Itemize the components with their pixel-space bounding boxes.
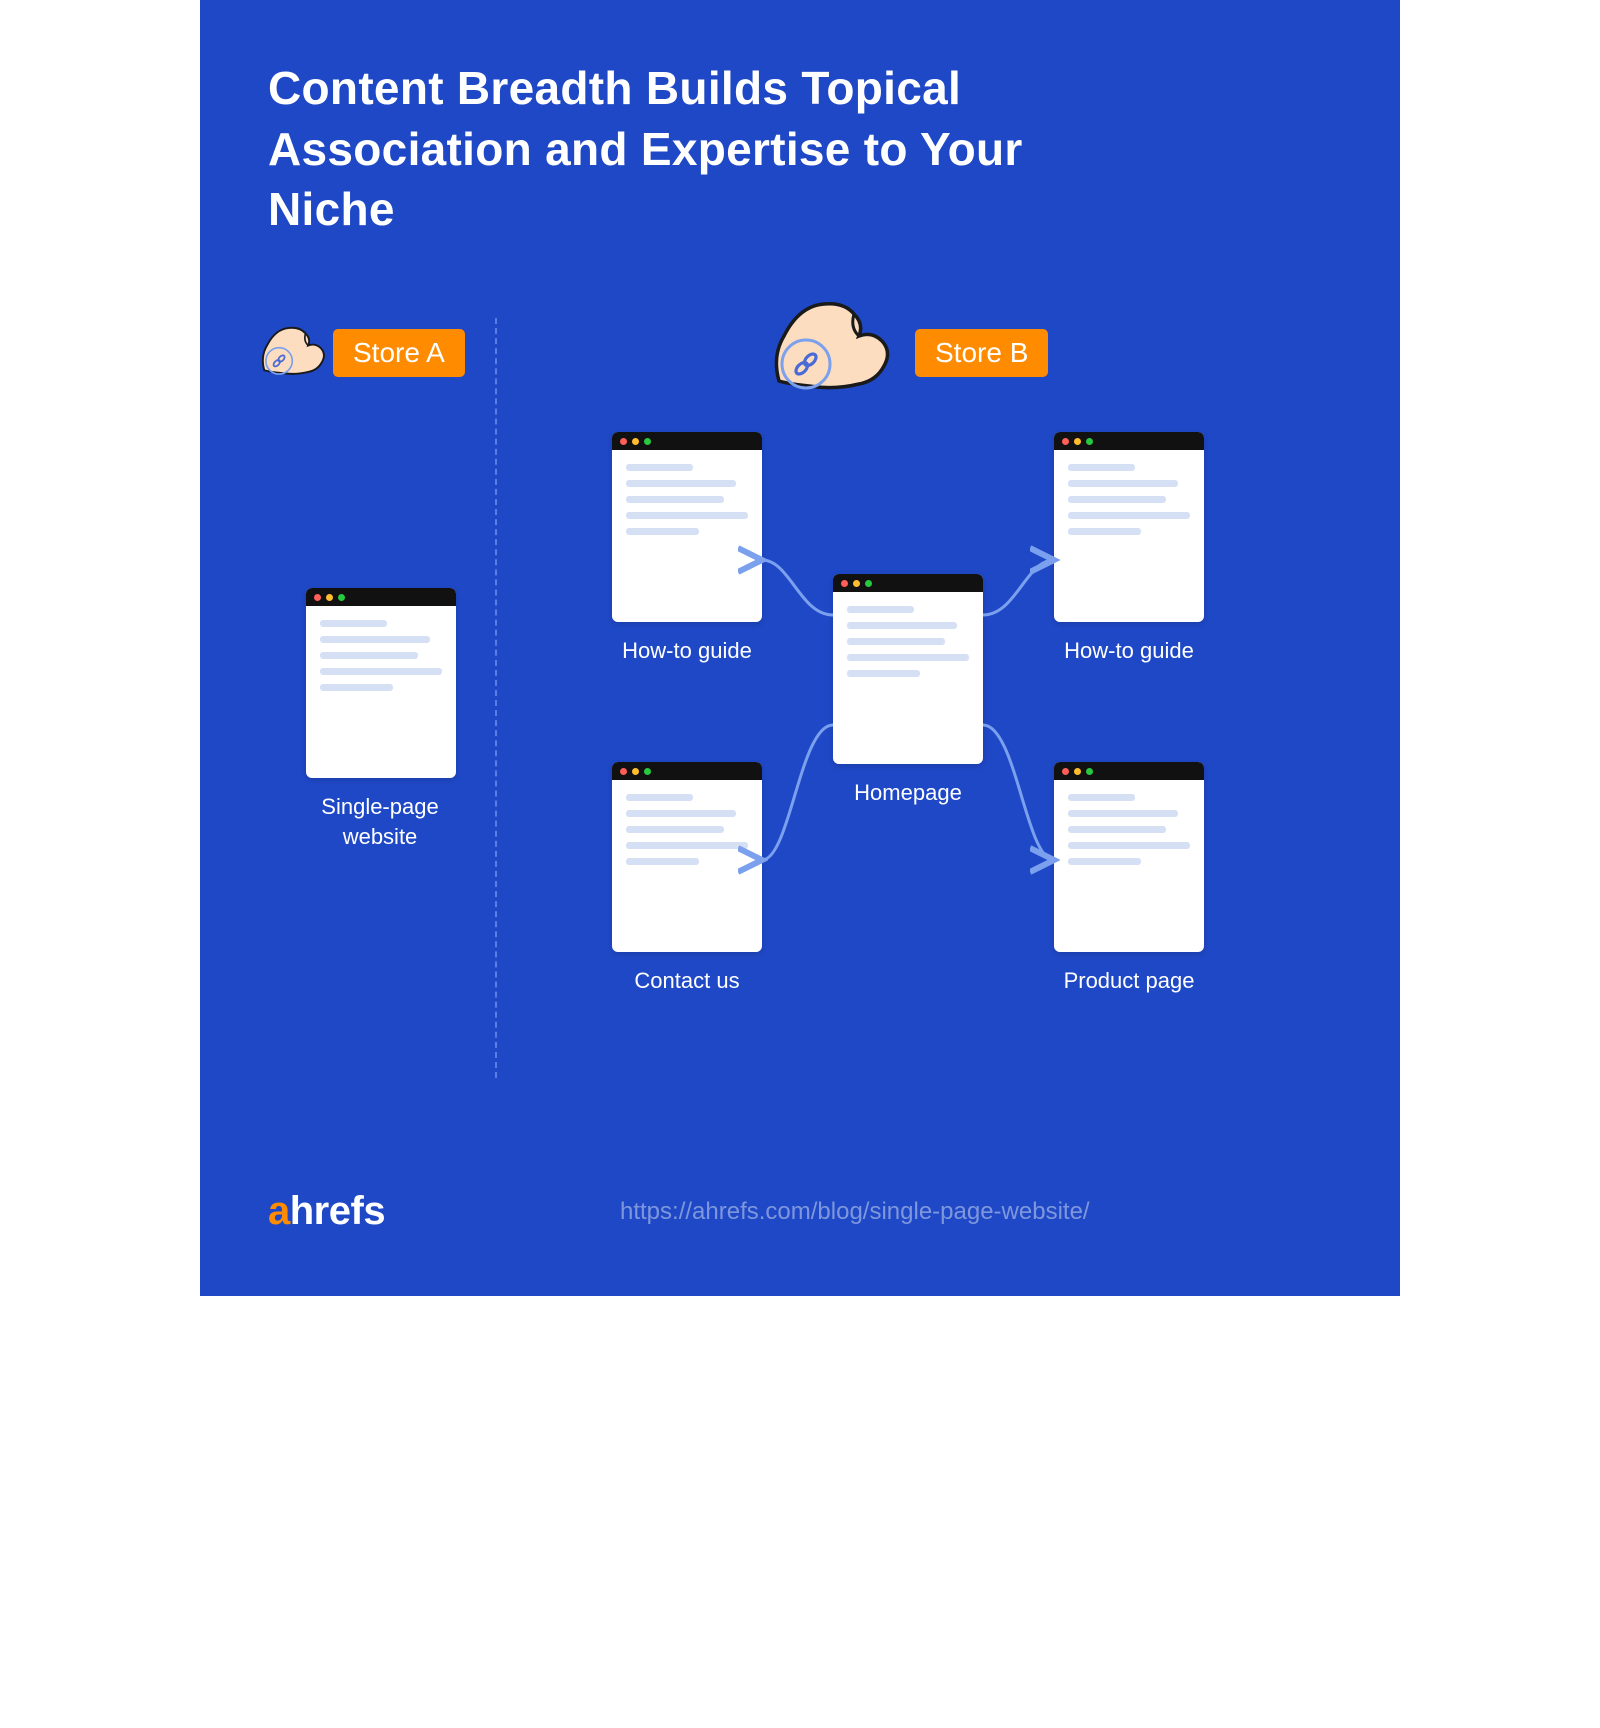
content-line (847, 622, 957, 629)
window-titlebar (833, 574, 983, 592)
muscle-icon-small (256, 318, 328, 384)
page-body (1054, 780, 1204, 888)
logo-text: hrefs (290, 1189, 385, 1233)
card-label-howto2: How-to guide (1049, 636, 1209, 666)
traffic-light-dot (1086, 438, 1093, 445)
traffic-light-dot (632, 438, 639, 445)
traffic-light-dot (326, 594, 333, 601)
content-line (320, 668, 442, 675)
traffic-light-dot (338, 594, 345, 601)
traffic-light-dot (1062, 438, 1069, 445)
card-label-product: Product page (1049, 966, 1209, 996)
card-label-howto1: How-to guide (607, 636, 767, 666)
content-line (1068, 464, 1135, 471)
content-line (1068, 794, 1135, 801)
traffic-light-dot (1086, 768, 1093, 775)
window-titlebar (612, 432, 762, 450)
page-body (306, 606, 456, 714)
traffic-light-dot (620, 438, 627, 445)
content-line (626, 528, 699, 535)
content-line (320, 684, 393, 691)
traffic-light-dot (1062, 768, 1069, 775)
ahrefs-logo: ahrefs (268, 1189, 385, 1234)
content-line (320, 636, 430, 643)
page-card-single (306, 588, 456, 778)
content-line (626, 794, 693, 801)
traffic-light-dot (841, 580, 848, 587)
content-line (626, 842, 748, 849)
traffic-light-dot (314, 594, 321, 601)
main-title: Content Breadth Builds Topical Associati… (268, 58, 1088, 240)
content-line (1068, 496, 1166, 503)
content-line (626, 810, 736, 817)
page-body (612, 780, 762, 888)
content-line (847, 654, 969, 661)
page-body (612, 450, 762, 558)
window-titlebar (612, 762, 762, 780)
page-card-howto1 (612, 432, 762, 622)
content-line (626, 826, 724, 833)
page-card-howto2 (1054, 432, 1204, 622)
window-titlebar (306, 588, 456, 606)
content-line (320, 652, 418, 659)
page-card-homepage (833, 574, 983, 764)
content-line (626, 464, 693, 471)
content-line (847, 606, 914, 613)
traffic-light-dot (644, 438, 651, 445)
source-url: https://ahrefs.com/blog/single-page-webs… (620, 1198, 1090, 1226)
traffic-light-dot (1074, 768, 1081, 775)
content-line (847, 670, 920, 677)
content-line (626, 480, 736, 487)
page-card-contact (612, 762, 762, 952)
content-line (626, 512, 748, 519)
content-line (626, 858, 699, 865)
window-titlebar (1054, 432, 1204, 450)
content-line (1068, 858, 1141, 865)
infographic-canvas: Content Breadth Builds Topical Associati… (200, 0, 1400, 1296)
page-body (833, 592, 983, 700)
content-line (1068, 480, 1178, 487)
content-line (1068, 512, 1190, 519)
traffic-light-dot (865, 580, 872, 587)
content-line (1068, 826, 1166, 833)
card-label-contact: Contact us (607, 966, 767, 996)
store-a-label: Store A (333, 329, 465, 377)
traffic-light-dot (632, 768, 639, 775)
content-line (1068, 528, 1141, 535)
traffic-light-dot (853, 580, 860, 587)
card-label-homepage: Homepage (828, 778, 988, 808)
window-titlebar (1054, 762, 1204, 780)
traffic-light-dot (1074, 438, 1081, 445)
traffic-light-dot (644, 768, 651, 775)
content-line (847, 638, 945, 645)
store-b-label: Store B (915, 329, 1048, 377)
vertical-divider (495, 318, 497, 1078)
page-card-product (1054, 762, 1204, 952)
content-line (1068, 810, 1178, 817)
traffic-light-dot (620, 768, 627, 775)
muscle-icon-large (764, 286, 894, 401)
content-line (320, 620, 387, 627)
content-line (1068, 842, 1190, 849)
card-label-single: Single-page website (300, 792, 460, 851)
page-body (1054, 450, 1204, 558)
content-line (626, 496, 724, 503)
